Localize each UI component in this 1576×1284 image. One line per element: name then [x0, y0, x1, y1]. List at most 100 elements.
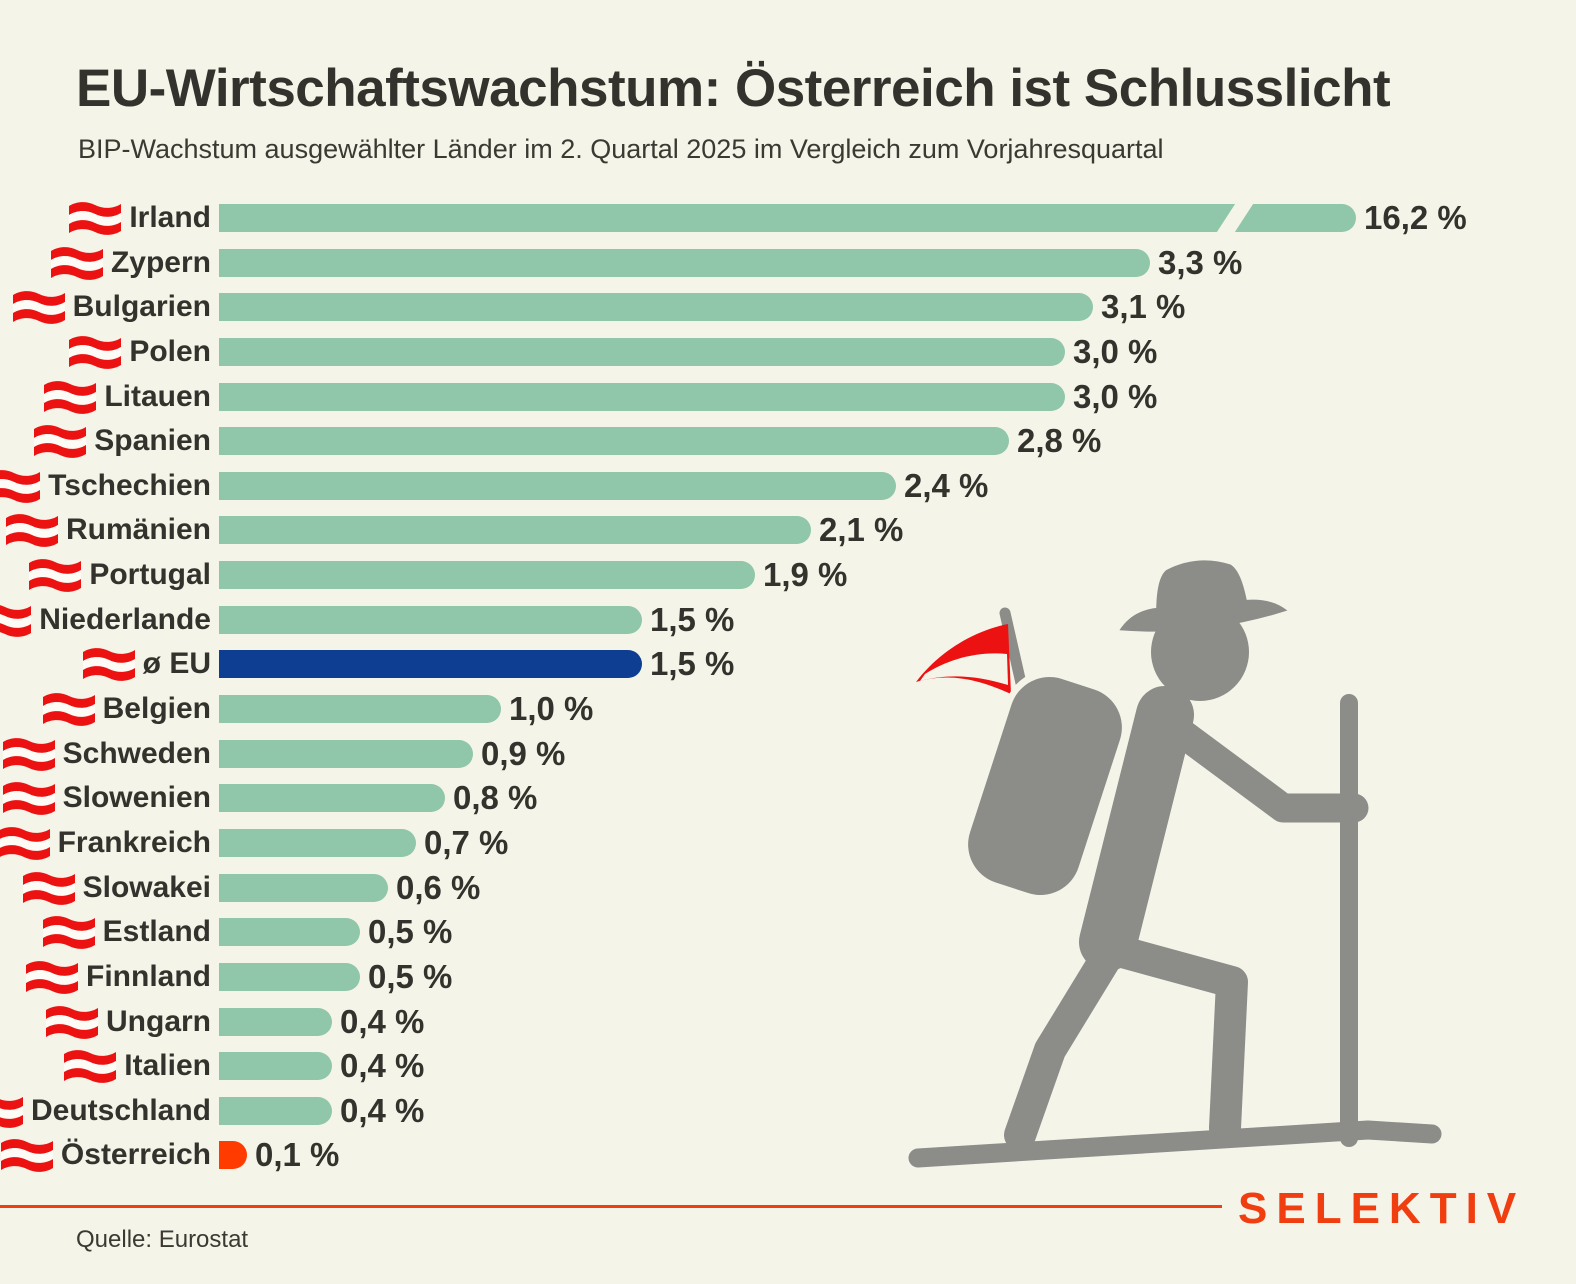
austria-flag-icon [32, 422, 88, 460]
bar-row: Spanien 2,8 % [0, 422, 1101, 459]
country-name: Spanien [94, 424, 211, 457]
country-name: Frankreich [57, 826, 211, 859]
austria-flag-icon [1, 779, 57, 817]
austria-flag-icon [44, 1003, 100, 1041]
value-bar [219, 650, 642, 678]
brand-logo: SELEKTIV [1238, 1184, 1526, 1233]
austria-flag-icon [0, 601, 33, 639]
value-label: 0,4 % [340, 1003, 425, 1040]
country-label: Rumänien [0, 511, 211, 549]
page-title: EU-Wirtschaftswachstum: Österreich ist S… [76, 59, 1391, 118]
value-bar [219, 784, 445, 812]
country-name: Ungarn [106, 1005, 211, 1038]
bar-row: Deutschland 0,4 % [0, 1092, 424, 1129]
bar-row: Tschechien 2,4 % [0, 467, 988, 504]
bar-row: Slowakei 0,6 % [0, 869, 480, 906]
value-bar [219, 695, 501, 723]
value-label: 16,2 % [1364, 199, 1467, 236]
value-label: 1,5 % [650, 645, 735, 682]
country-label: Schweden [0, 735, 211, 773]
country-name: Zypern [110, 246, 211, 279]
country-label: Österreich [0, 1136, 211, 1174]
country-label: Portugal [0, 556, 211, 594]
source-note: Quelle: Eurostat [76, 1226, 249, 1253]
value-label: 0,5 % [368, 958, 453, 995]
country-label: Tschechien [0, 467, 211, 505]
country-label: Polen [0, 333, 211, 371]
footer-divider [0, 1205, 1222, 1208]
austria-flag-icon [21, 869, 77, 907]
value-bar [219, 1008, 332, 1036]
value-label: 1,0 % [509, 690, 594, 727]
bar-row: Portugal 1,9 % [0, 556, 847, 593]
value-bar [219, 293, 1093, 321]
bar-row: Polen 3,0 % [0, 333, 1157, 370]
value-label: 3,0 % [1073, 378, 1158, 415]
bar-row: Litauen 3,0 % [0, 378, 1157, 415]
austria-flag-icon [1, 735, 57, 773]
austria-flag-icon [41, 913, 97, 951]
country-name: Niederlande [39, 603, 211, 636]
austria-flag-icon [42, 378, 98, 416]
country-name: Deutschland [30, 1094, 211, 1127]
austria-flag-icon [0, 467, 42, 505]
value-label: 2,1 % [819, 511, 904, 548]
value-bar [219, 472, 896, 500]
country-label: Deutschland [0, 1092, 211, 1130]
country-name: Finnland [86, 960, 211, 993]
country-label: Finnland [0, 958, 211, 996]
value-label: 2,8 % [1017, 422, 1102, 459]
value-bar [219, 1097, 332, 1125]
value-label: 0,9 % [481, 735, 566, 772]
bar-row: Slowenien 0,8 % [0, 779, 537, 816]
country-label: ø EU [0, 645, 211, 683]
austria-flag-icon [0, 1092, 25, 1130]
austria-flag-icon [4, 511, 60, 549]
bar-row: Estland 0,5 % [0, 913, 452, 950]
austria-flag-icon [67, 333, 123, 371]
value-label: 0,7 % [424, 824, 509, 861]
austria-flag-icon [49, 244, 105, 282]
country-label: Belgien [0, 690, 211, 728]
bar-row: Österreich 0,1 % [0, 1136, 339, 1173]
value-bar [219, 516, 811, 544]
value-label: 3,1 % [1101, 288, 1186, 325]
country-name: ø EU [142, 647, 211, 680]
value-label: 0,6 % [396, 869, 481, 906]
value-bar [219, 561, 755, 589]
country-name: Litauen [104, 380, 211, 413]
axis-break [1213, 199, 1257, 237]
country-label: Bulgarien [0, 288, 211, 326]
country-name: Portugal [89, 558, 211, 591]
country-name: Österreich [60, 1138, 211, 1171]
value-label: 1,5 % [650, 601, 735, 638]
hat-icon [1119, 560, 1288, 632]
value-bar [219, 606, 642, 634]
value-bar [219, 829, 416, 857]
country-name: Tschechien [48, 469, 211, 502]
value-bar [219, 249, 1150, 277]
country-name: Bulgarien [72, 290, 211, 323]
value-label: 3,3 % [1158, 244, 1243, 281]
country-label: Spanien [0, 422, 211, 460]
austria-flag-icon [41, 690, 97, 728]
backpack [961, 670, 1129, 902]
bar-row: Niederlande 1,5 % [0, 601, 734, 638]
value-bar [219, 383, 1065, 411]
value-bar [219, 338, 1065, 366]
country-name: Schweden [62, 737, 211, 770]
bar-row: Rumänien 2,1 % [0, 511, 903, 548]
bar-row: ø EU 1,5 % [0, 645, 734, 682]
ground-line [908, 1120, 1442, 1168]
austria-flag-icon [11, 288, 67, 326]
value-label: 0,4 % [340, 1092, 425, 1129]
value-bar [219, 1052, 332, 1080]
value-bar [219, 199, 1356, 237]
bar-row: Italien 0,4 % [0, 1047, 424, 1084]
austria-flag-icon [27, 556, 83, 594]
bar-row: Bulgarien 3,1 % [0, 288, 1185, 325]
austria-flag-icon [24, 958, 80, 996]
back-leg [1004, 939, 1124, 1151]
country-label: Niederlande [0, 601, 211, 639]
